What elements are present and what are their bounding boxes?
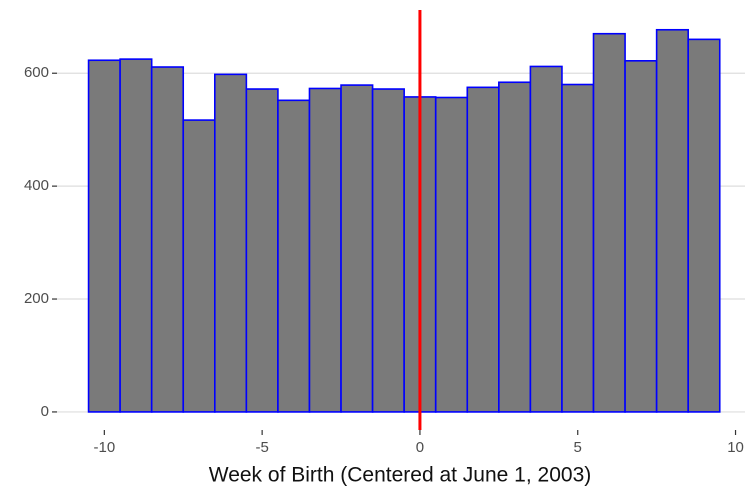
bar (655, 28, 689, 413)
bar (182, 119, 216, 413)
bar (529, 65, 563, 413)
y-tick-label: 600 (24, 64, 49, 81)
bar (119, 58, 153, 413)
y-tick-label: 0 (41, 403, 49, 420)
x-tick-label: -10 (93, 439, 115, 456)
bar (466, 86, 500, 413)
bar (687, 38, 721, 413)
x-tick-label: 0 (416, 439, 424, 456)
bar (87, 59, 121, 413)
bar (245, 88, 279, 413)
bar (277, 99, 311, 413)
bar (340, 84, 374, 413)
bar (371, 88, 405, 413)
bar (434, 96, 469, 413)
bar (150, 66, 185, 413)
y-tick-label: 200 (24, 290, 49, 307)
bar (498, 81, 532, 413)
bar (308, 87, 342, 413)
x-tick-label: 5 (574, 439, 582, 456)
x-tick-label: 10 (727, 439, 744, 456)
x-tick-label: -5 (255, 439, 268, 456)
bar (592, 32, 626, 413)
x-axis-label: Week of Birth (Centered at June 1, 2003) (209, 464, 592, 487)
bar (213, 73, 248, 413)
bar (561, 83, 595, 413)
bar (624, 60, 658, 413)
y-tick-label: 400 (24, 177, 49, 194)
